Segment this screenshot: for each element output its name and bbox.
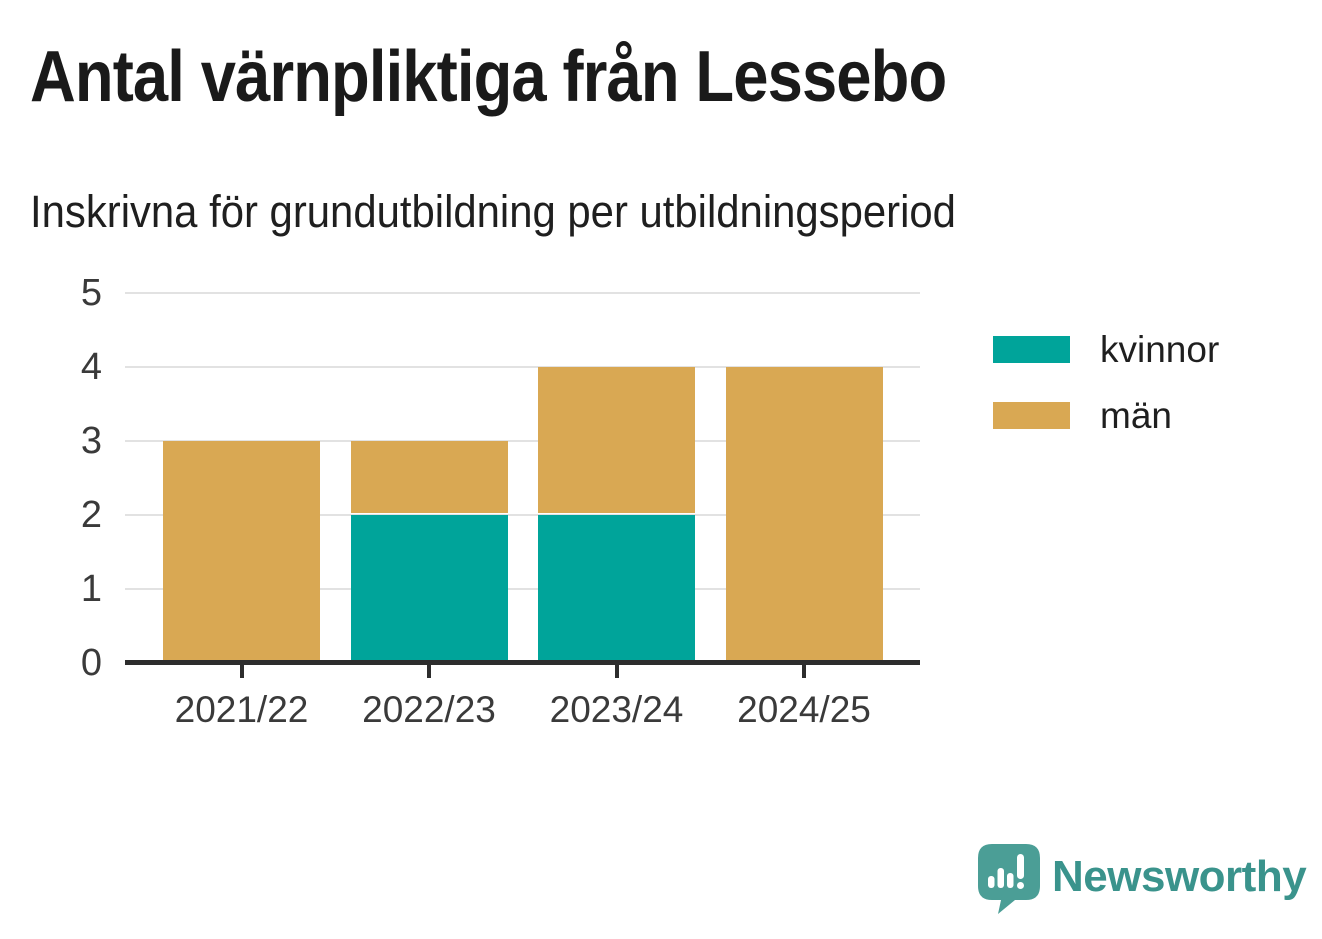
legend: kvinnor män xyxy=(993,331,1219,434)
x-tick-2022-23 xyxy=(427,665,431,678)
gridline-y-3 xyxy=(125,440,920,442)
bar-2023-24-män xyxy=(538,367,695,513)
x-tick-2024-25 xyxy=(802,665,806,678)
legend-swatch-kvinnor xyxy=(993,336,1070,363)
x-axis-line xyxy=(125,660,920,665)
x-tick-label-2022-23: 2022/23 xyxy=(362,689,496,730)
x-tick-2023-24 xyxy=(614,665,619,678)
chart-title: Antal värnpliktiga från Lessebo xyxy=(30,37,947,117)
x-tick-2021-22 xyxy=(239,665,244,678)
y-tick-label-2: 2 xyxy=(80,494,102,536)
chart-subtitle: Inskrivna för grundutbildning per utbild… xyxy=(30,186,956,237)
gridline-y-2 xyxy=(125,514,920,516)
gridline-y-5 xyxy=(125,292,920,294)
bar-2024-25-män xyxy=(725,367,883,661)
legend-item-män: män xyxy=(993,397,1219,434)
newsworthy-logo-icon xyxy=(978,844,1040,914)
y-tick-label-1: 1 xyxy=(80,568,102,610)
legend-label-kvinnor: kvinnor xyxy=(1100,329,1220,370)
gridline-y-4 xyxy=(125,366,920,368)
x-tick-label-2023-24: 2023/24 xyxy=(549,689,684,730)
gridline-y-1 xyxy=(125,588,920,590)
y-tick-label-3: 3 xyxy=(80,420,102,462)
branding: Newsworthy xyxy=(977,843,1307,917)
branding-name: Newsworthy xyxy=(1052,852,1307,901)
legend-item-kvinnor: kvinnor xyxy=(993,331,1219,368)
bar-2023-24-kvinnor xyxy=(538,515,695,661)
legend-label-män: män xyxy=(1100,395,1172,436)
bar-2022-23-män xyxy=(350,441,508,513)
x-tick-label-2021-22: 2021/22 xyxy=(174,689,309,730)
y-tick-label-5: 5 xyxy=(80,272,102,314)
bar-2022-23-kvinnor xyxy=(350,515,508,661)
x-tick-label-2024-25: 2024/25 xyxy=(737,689,871,730)
y-tick-label-0: 0 xyxy=(80,642,102,684)
plot-area: 2021/22 2022/23 2023/24 2024/25 xyxy=(125,292,920,730)
y-tick-label-4: 4 xyxy=(80,346,102,388)
legend-swatch-män xyxy=(993,402,1070,429)
bar-2021-22-män xyxy=(163,441,320,661)
